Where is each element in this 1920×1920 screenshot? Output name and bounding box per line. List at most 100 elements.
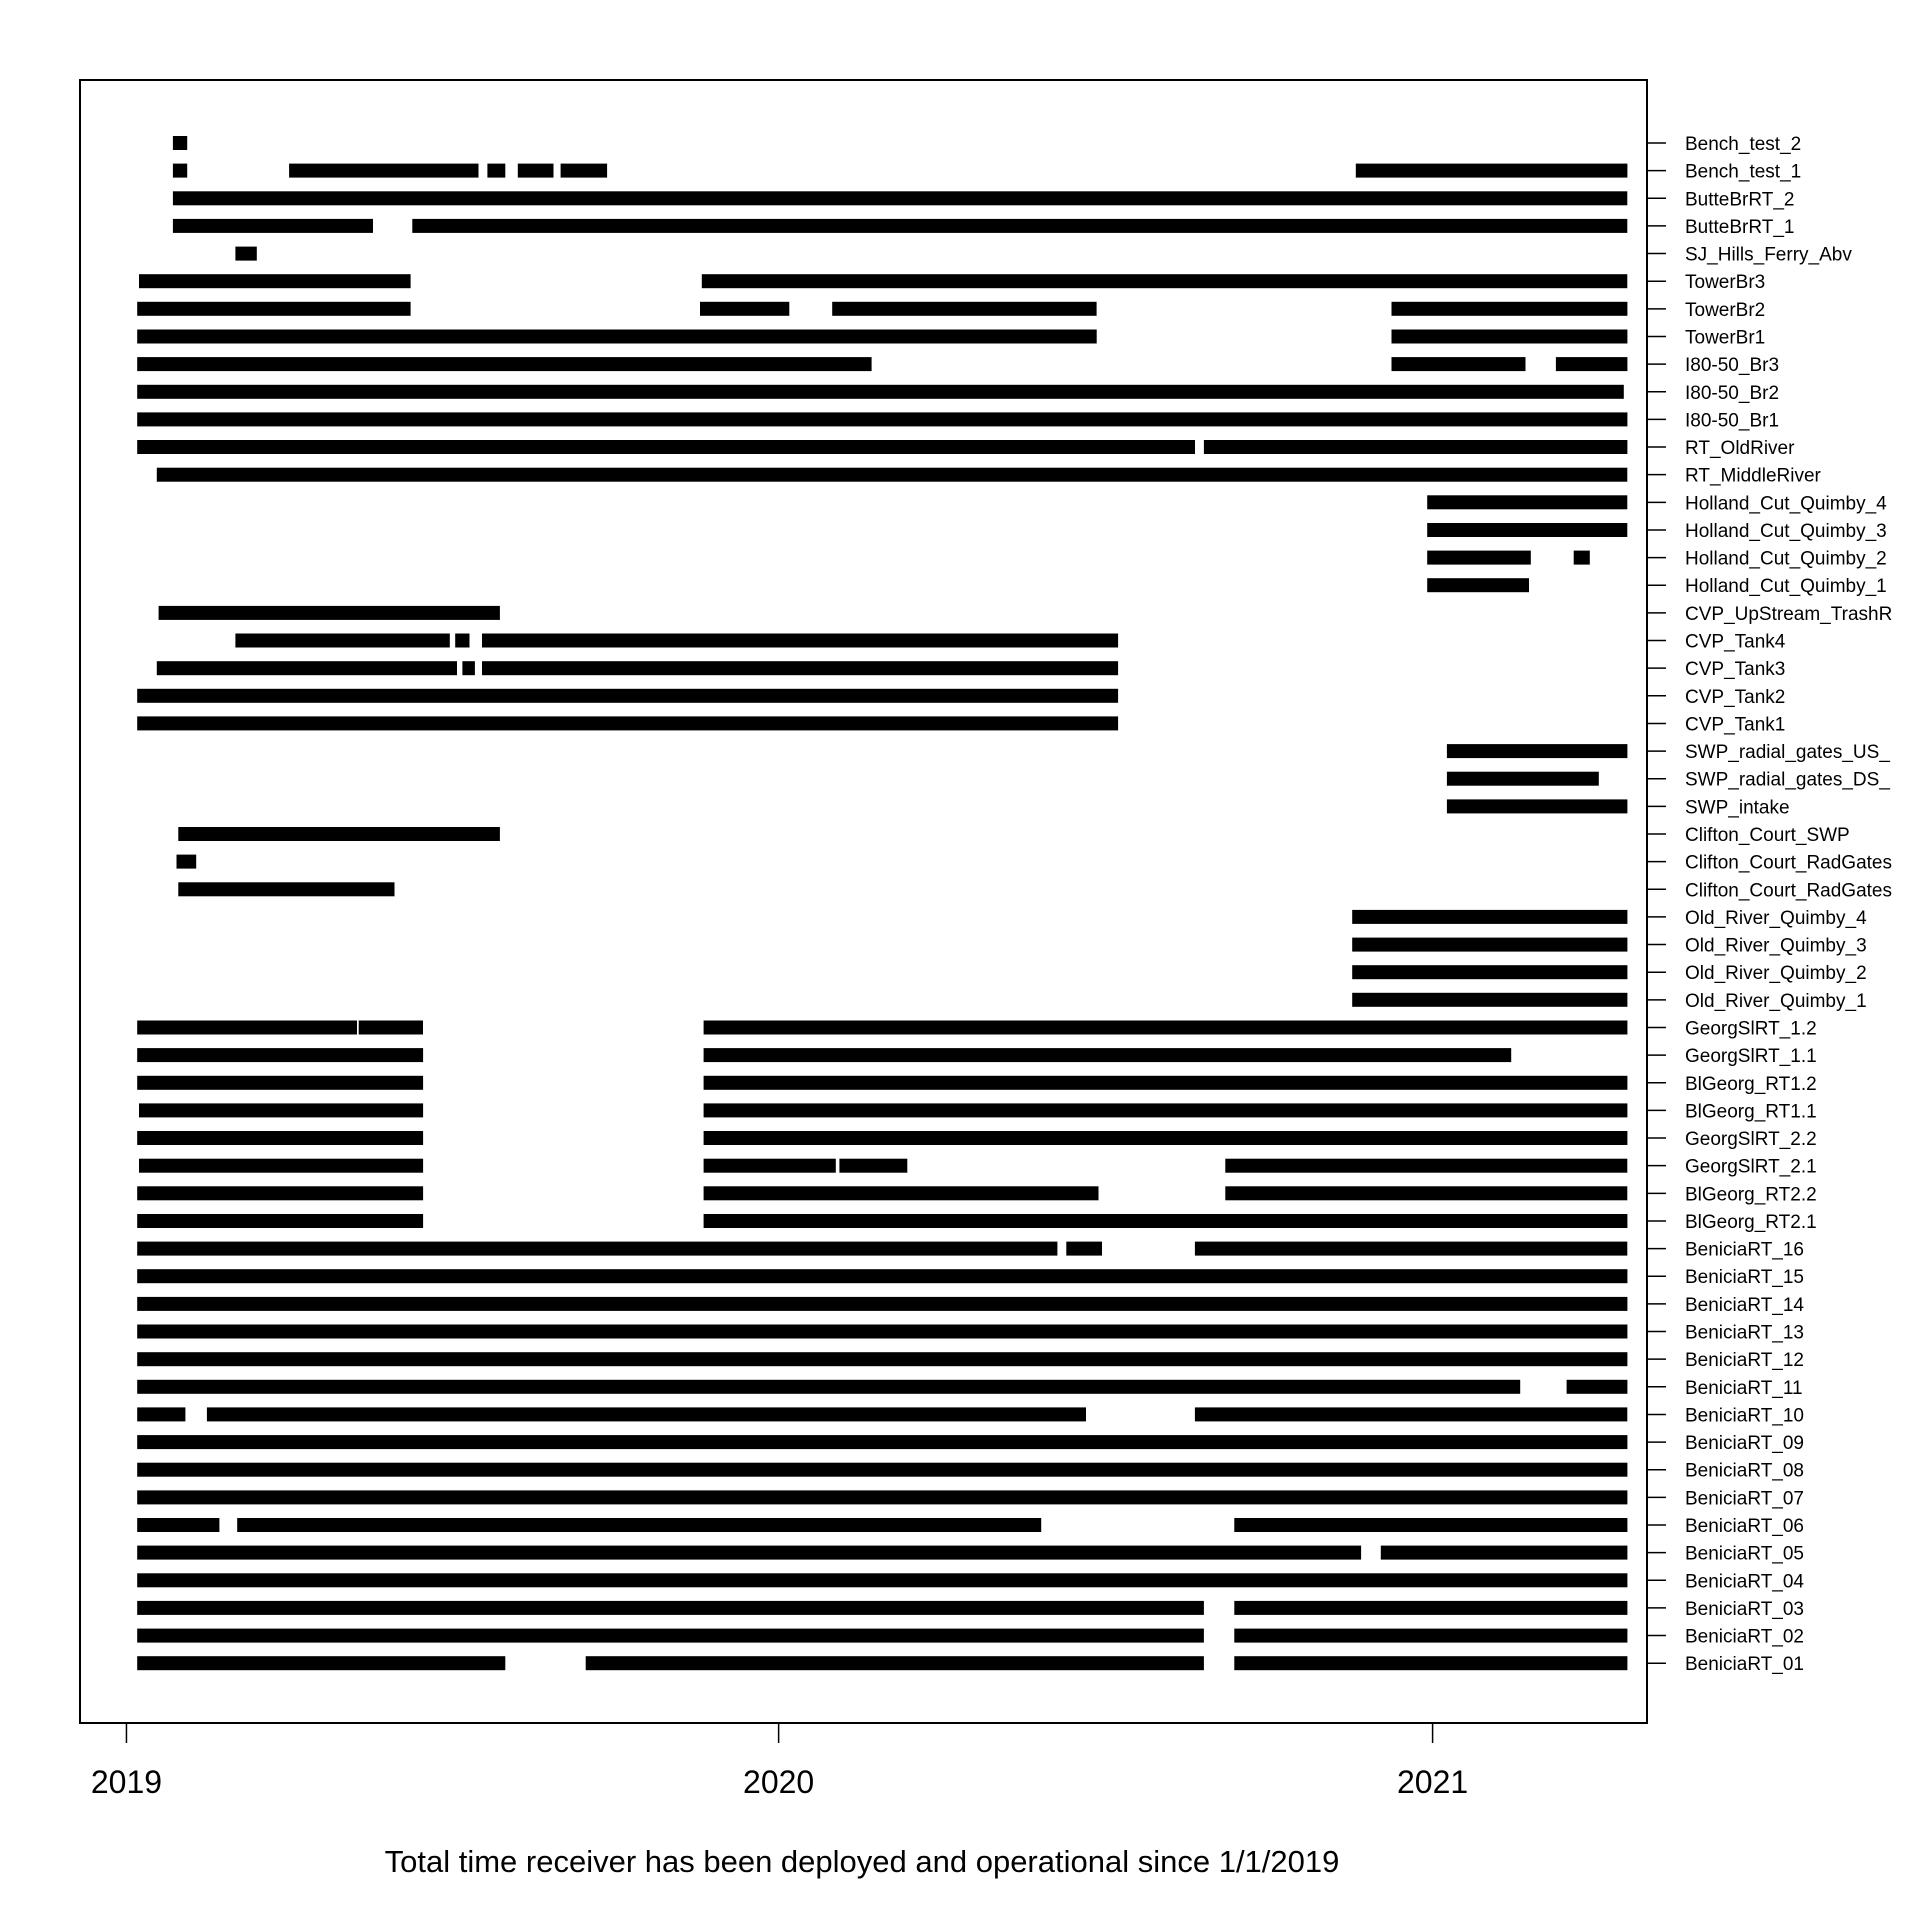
deployment-bar [703,1075,1628,1090]
deployment-bar [703,1048,1512,1063]
plot-frame [79,79,1648,1724]
deployment-bar [1066,1241,1102,1256]
receiver-label: CVP_Tank4 [1685,632,1786,653]
year-label: 2021 [1397,1764,1468,1800]
deployment-bar [701,274,1628,289]
deployment-bar [1225,1158,1628,1173]
deployment-bar [1352,937,1628,952]
receiver-label: SWP_radial_gates_US_ [1685,742,1890,763]
deployment-bar [137,412,1628,427]
deployment-bar [158,605,500,620]
receiver-label: BeniciaRT_15 [1685,1267,1804,1288]
receiver-label: SJ_Hills_Ferry_Abv [1685,245,1852,266]
receiver-label: Bench_test_2 [1685,134,1801,155]
deployment-bar [1234,1628,1628,1643]
receiver-label: ButteBrRT_1 [1685,217,1794,238]
receiver-label: CVP_Tank2 [1685,687,1785,708]
deployment-bar [1380,1545,1628,1560]
deployment-bar [139,274,411,289]
deployment-bar [139,1158,424,1173]
receiver-label: Bench_test_1 [1685,162,1801,183]
deployment-bar [703,1158,836,1173]
receiver-label: GeorgSlRT_1.2 [1685,1018,1817,1039]
receiver-label: SWP_intake [1685,797,1790,818]
deployment-bar [137,1186,424,1201]
deployment-bar [517,163,554,178]
receiver-label: BeniciaRT_01 [1685,1654,1804,1675]
deployment-bar [1225,1186,1628,1201]
deployment-bar [137,1241,1058,1256]
deployment-bar [1391,301,1628,316]
deployment-bar [206,1407,1086,1422]
deployment-bar [137,1269,1628,1284]
year-axis: 2019 2020 2021 [91,1723,1468,1800]
deployment-bar [235,633,450,648]
deployment-bar [137,1462,1628,1477]
deployment-bar [700,301,790,316]
deployment-bar [172,191,1628,206]
deployment-bar [137,688,1119,703]
deployment-bar [703,1186,1099,1201]
deployment-bar [137,357,872,372]
receiver-label: I80-50_Br1 [1685,410,1779,431]
deployment-bar [585,1656,1204,1671]
receiver-label: TowerBr2 [1685,300,1765,321]
receiver-label: Old_River_Quimby_1 [1685,991,1867,1012]
deployment-bar [137,1407,186,1422]
deployment-bar [137,1435,1628,1450]
receiver-label: BlGeorg_RT2.2 [1685,1184,1817,1205]
receiver-label: BeniciaRT_05 [1685,1544,1804,1565]
deployment-bar [1391,329,1628,344]
deployment-bar [137,1131,424,1145]
deployment-bar [137,1020,357,1035]
receiver-label: Holland_Cut_Quimby_2 [1685,549,1887,570]
deployment-bar [139,1103,424,1118]
deployment-bar [1427,550,1531,565]
receiver-label: RT_OldRiver [1685,438,1795,459]
deployment-bar [178,827,500,841]
receiver-label: CVP_UpStream_TrashR [1685,604,1892,625]
receiver-label: Holland_Cut_Quimby_1 [1685,576,1887,597]
deployment-bar [560,163,608,178]
receiver-label: Old_River_Quimby_3 [1685,936,1867,957]
deployment-bar [137,1075,424,1090]
deployment-bar [1446,744,1628,759]
receiver-label: Holland_Cut_Quimby_4 [1685,493,1887,514]
receiver-label: SWP_radial_gates_DS_ [1685,770,1890,791]
deployment-bar [832,301,1097,316]
deployment-bar [137,301,411,316]
deployment-bar [1352,965,1628,980]
deployment-bar [1194,1407,1628,1422]
deployment-bar [482,661,1119,676]
deployment-bar [1352,909,1628,924]
deployment-bar [137,1490,1628,1505]
deployment-bar [839,1158,908,1173]
deployment-bar [1355,163,1628,178]
deployment-bar [137,1214,424,1228]
deployment-bar [1427,495,1628,510]
deployment-bar [482,633,1119,648]
deployment-bar [455,633,470,648]
receiver-label: BlGeorg_RT2.1 [1685,1212,1817,1233]
deployment-bar [703,1214,1628,1228]
deployment-bar [137,1048,424,1063]
deployment-bar [137,1324,1628,1339]
receiver-label: BeniciaRT_06 [1685,1516,1804,1537]
deployment-bar [137,1379,1521,1394]
receiver-label: CVP_Tank3 [1685,659,1785,680]
receiver-label: Holland_Cut_Quimby_3 [1685,521,1887,542]
x-axis-label: Total time receiver has been deployed an… [385,1844,1340,1879]
deployment-bar [137,1518,220,1532]
receiver-label: TowerBr3 [1685,272,1765,293]
deployment-bar [237,1518,1042,1532]
receiver-label: BlGeorg_RT1.1 [1685,1101,1817,1122]
receiver-label: BeniciaRT_11 [1685,1378,1803,1399]
deployment-bar [137,1573,1628,1588]
deployment-bar [412,218,1628,233]
deployment-bar [1446,799,1628,814]
receiver-label: BeniciaRT_03 [1685,1599,1804,1620]
deployment-bar [137,1296,1628,1311]
year-label: 2019 [91,1764,162,1800]
receiver-label: BeniciaRT_07 [1685,1488,1804,1509]
